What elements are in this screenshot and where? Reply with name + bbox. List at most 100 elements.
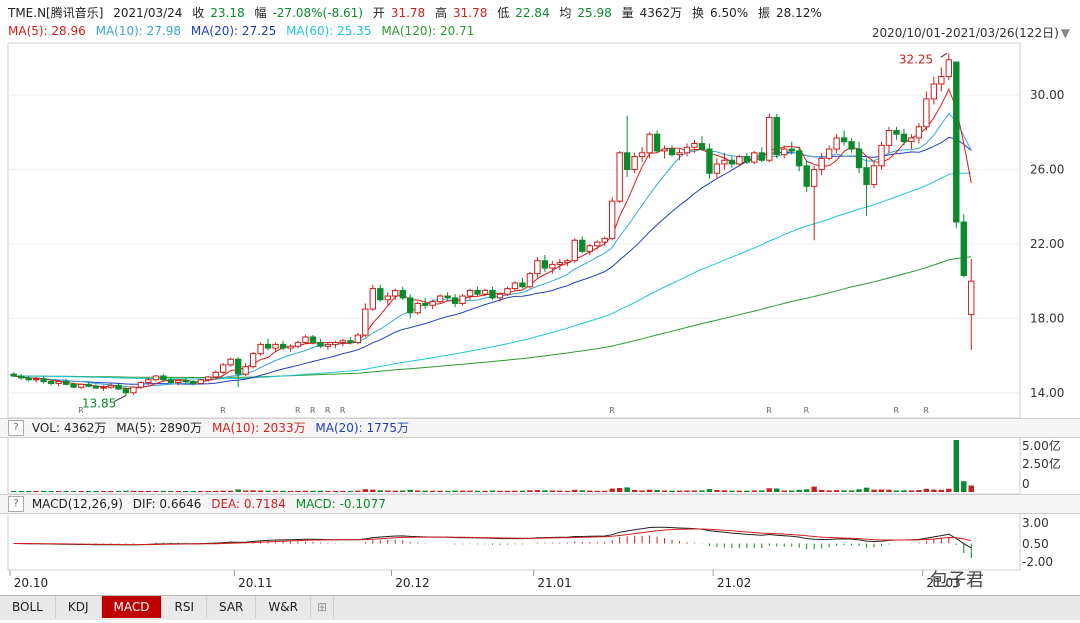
candle-body xyxy=(713,163,721,174)
macd-axis: 3.00 0.50 -2.00 xyxy=(1022,516,1053,569)
tab-rsi[interactable]: RSI xyxy=(162,596,207,618)
macd-tick-3: 3.00 xyxy=(1022,516,1049,530)
candle-body xyxy=(668,148,676,156)
candle-body xyxy=(848,141,855,150)
vol-tick-0: 0 xyxy=(1022,477,1030,491)
candle-body xyxy=(384,295,391,301)
candle-body xyxy=(796,150,803,167)
volume-bar xyxy=(235,489,241,492)
candle-body xyxy=(683,146,691,154)
candle-body xyxy=(691,143,698,148)
candle-body xyxy=(496,293,504,299)
candle-body xyxy=(556,262,564,265)
vol-ma10-legend: MA(10): 2033万 xyxy=(211,421,306,435)
volume-bar xyxy=(325,490,331,492)
candle-body xyxy=(377,288,384,301)
candle-body xyxy=(190,381,197,384)
candle-body xyxy=(264,343,272,349)
volume-bar xyxy=(961,481,967,492)
volume-bar xyxy=(70,490,77,492)
volume-bar xyxy=(123,490,129,492)
volume-bar xyxy=(602,490,608,492)
macd-tick-05: 0.50 xyxy=(1022,537,1049,551)
volume-bar xyxy=(587,490,593,492)
date-range-selector[interactable]: 2020/10/01-2021/03/26(122日) ▼ xyxy=(872,24,1070,41)
volume-bar xyxy=(467,490,473,492)
price-tick-label: 30.00 xyxy=(1030,88,1064,102)
candle-body xyxy=(638,152,646,158)
candle-body xyxy=(594,241,601,247)
volume-bar xyxy=(213,490,219,492)
dea-legend: DEA: 0.7184 xyxy=(211,497,286,511)
vol-value: 4362万 xyxy=(639,6,683,20)
volume-bar xyxy=(40,490,47,492)
ticker[interactable]: TME.N[腾讯音乐] xyxy=(8,6,104,20)
candle-body xyxy=(511,282,519,290)
r-marker: R xyxy=(295,406,301,415)
volume-bar xyxy=(272,490,279,492)
volume-bar xyxy=(340,490,346,492)
candle-body xyxy=(212,371,219,378)
candle-body xyxy=(549,263,556,269)
price-grid xyxy=(8,94,1020,394)
tab-macd[interactable]: MACD xyxy=(101,596,163,618)
volume-bar xyxy=(863,487,870,492)
volume-bar xyxy=(931,489,937,492)
tab-kdj[interactable]: KDJ xyxy=(56,596,102,618)
help-icon[interactable]: ? xyxy=(8,496,24,512)
candle-body xyxy=(803,165,810,187)
r-marker: R xyxy=(340,406,346,415)
tab-boll[interactable]: BOLL xyxy=(0,596,56,618)
macd-tick-m2: -2.00 xyxy=(1022,555,1053,569)
candle-body xyxy=(631,156,638,171)
volume-bar xyxy=(631,490,638,492)
volume-bar xyxy=(287,490,294,492)
turnover-label: 换 xyxy=(692,6,705,20)
volume-bar xyxy=(55,490,62,492)
x-axis-label: 20.12 xyxy=(395,576,429,590)
volume-bar xyxy=(370,489,376,492)
volume-bar xyxy=(265,490,271,492)
x-axis-label: 20.10 xyxy=(14,576,48,590)
volume-bar xyxy=(100,490,107,492)
x-axis-label: 21.02 xyxy=(717,576,751,590)
volume-bar xyxy=(153,490,159,492)
volume-bar xyxy=(18,490,24,492)
low-label: 低 xyxy=(497,6,510,20)
ma20-legend: MA(20): 27.25 xyxy=(190,24,277,38)
tab-sar[interactable]: SAR xyxy=(207,596,257,618)
volume-bar xyxy=(407,489,413,492)
change-label: 幅 xyxy=(254,6,267,20)
candle-body xyxy=(781,148,788,156)
volume-bar xyxy=(886,489,892,492)
volume-bar xyxy=(429,490,436,492)
volume-bar xyxy=(908,490,915,492)
candle-body xyxy=(661,148,668,152)
candle-body xyxy=(810,169,818,187)
volume-bar xyxy=(729,490,735,492)
volume-bar xyxy=(145,490,152,492)
volume-bar xyxy=(198,490,204,492)
volume-bar xyxy=(48,490,54,492)
tab-wr[interactable]: W&R xyxy=(256,596,311,618)
help-icon[interactable]: ? xyxy=(8,420,24,436)
avg-label: 均 xyxy=(559,6,572,20)
volume-bar xyxy=(744,490,750,492)
volume-bar xyxy=(422,490,428,492)
candle-body xyxy=(362,308,369,336)
candle-body xyxy=(601,237,608,243)
candle-body xyxy=(249,353,257,368)
candle-body xyxy=(100,386,107,389)
volume-bar xyxy=(63,490,69,492)
volume-bar xyxy=(542,490,548,492)
volume-bar xyxy=(594,490,600,492)
ma120-legend: MA(120): 20.71 xyxy=(381,24,475,38)
candle-body xyxy=(825,148,833,159)
candle-body xyxy=(234,358,242,375)
add-tab-icon[interactable]: ⊞ xyxy=(311,596,334,618)
volume-bar xyxy=(497,490,503,492)
amplitude-label: 振 xyxy=(757,6,770,20)
high-pointer xyxy=(940,52,948,58)
volume-bar xyxy=(385,490,391,492)
r-marker: R xyxy=(325,406,331,415)
